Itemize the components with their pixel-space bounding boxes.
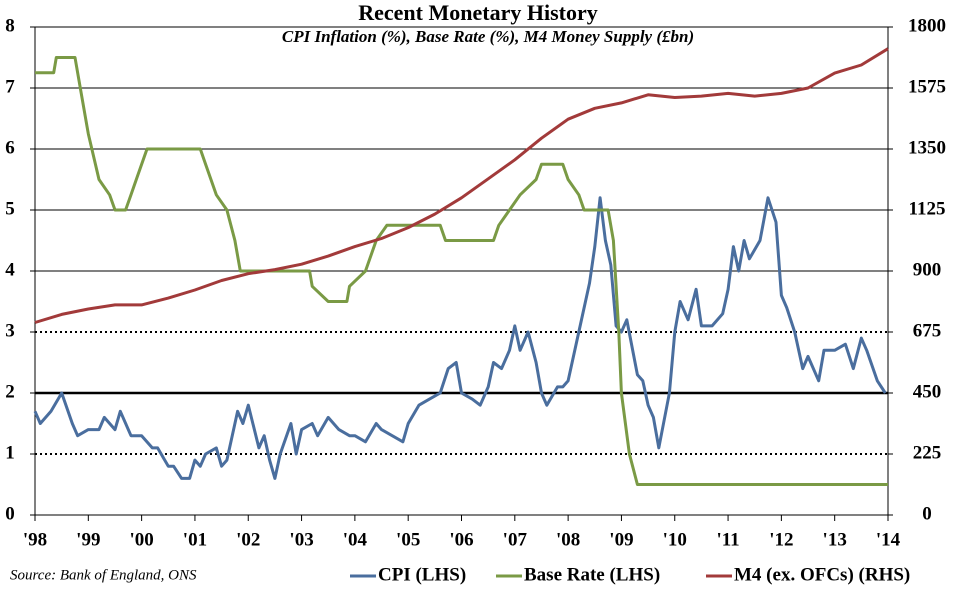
y2-tick-label: 675 [913,320,942,341]
series-line [35,56,888,486]
y-tick-label: 8 [5,15,15,36]
y2-tick-label: 1800 [908,15,946,36]
x-tick-label: '99 [76,529,100,550]
x-tick-label: '03 [289,529,313,550]
y2-tick-label: 225 [913,442,942,463]
plot-frame [34,26,889,516]
x-tick-label: '98 [23,529,47,550]
series-line [34,47,889,324]
legend-label: CPI (LHS) [378,564,466,585]
chart-subtitle: CPI Inflation (%), Base Rate (%), M4 Mon… [282,27,694,46]
y2-tick-label: 1125 [909,198,946,219]
chart-title: Recent Monetary History [358,0,597,25]
source-note: Source: Bank of England, ONS [10,567,197,583]
x-tick-label: '04 [343,529,368,550]
x-tick-label: '08 [556,529,580,550]
x-tick-label: '14 [876,529,901,550]
legend-label: Base Rate (LHS) [524,564,660,585]
y2-tick-label: 1575 [908,76,946,97]
y-tick-label: 7 [5,76,15,97]
x-tick-label: '09 [609,529,633,550]
y-tick-label: 4 [5,259,15,280]
series-line [33,196,887,480]
legend-label: M4 (ex. OFCs) (RHS) [734,564,910,585]
y2-tick-label: 900 [913,259,942,280]
y-tick-label: 5 [5,198,15,219]
x-tick-label: '11 [716,529,739,550]
y-tick-label: 1 [5,442,15,463]
y2-tick-label: 450 [913,381,942,402]
y-tick-label: 3 [5,320,15,341]
y-tick-label: 6 [5,137,15,158]
x-tick-label: '12 [769,529,793,550]
y2-tick-label: 0 [922,503,932,524]
x-tick-label: '06 [449,529,473,550]
y2-tick-label: 1350 [908,137,946,158]
y-tick-label: 0 [5,503,15,524]
x-tick-label: '07 [503,529,528,550]
x-tick-label: '01 [183,529,207,550]
x-tick-label: '10 [663,529,687,550]
y-tick-label: 2 [5,381,15,402]
x-tick-label: '13 [823,529,847,550]
x-tick-label: '02 [236,529,260,550]
x-tick-label: '05 [396,529,420,550]
x-tick-label: '00 [129,529,153,550]
